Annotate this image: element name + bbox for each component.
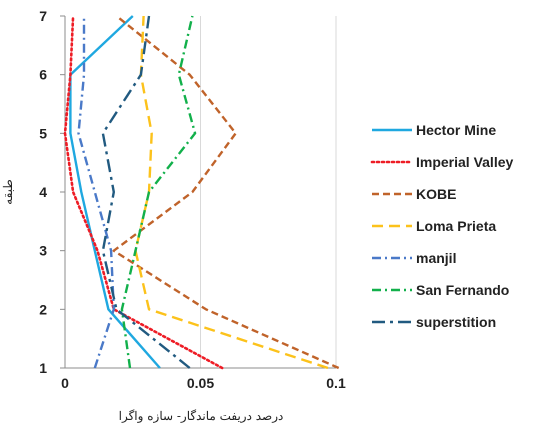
series-line-loma-prieta [134,15,329,370]
legend-label: manjil [416,250,456,266]
y-tick-label: 2 [39,301,47,317]
grid-lines [200,16,337,368]
series-line-manjil [77,16,116,369]
x-tick-label: 0.1 [326,375,346,391]
axes [60,15,336,369]
y-tick-label: 5 [39,125,47,141]
y-tick-label: 1 [39,360,47,376]
series-line-superstition [101,15,191,369]
x-tick-label: 0.05 [187,375,214,391]
x-tick-label: 0 [61,375,69,391]
legend-label: superstition [416,314,496,330]
series-line-san-fernando [120,15,197,369]
series-line-kobe [112,15,340,370]
legend-label: KOBE [416,186,456,202]
x-axis-title: درصد دریفت ماندگار- سازه واگرا [119,409,284,423]
legend-label: Loma Prieta [416,218,496,234]
y-tick-label: 3 [39,243,47,259]
series-lines [63,14,340,370]
legend-label: Hector Mine [416,122,496,138]
legend-label: Imperial Valley [416,154,513,170]
y-axis-title: طبقه [1,179,15,205]
series-line-imperial-valley [63,14,224,370]
legend-label: San Fernando [416,282,509,298]
tick-labels: 0 0.05 0.1 1 2 3 4 5 6 7 [39,8,346,391]
y-tick-label: 7 [39,8,47,24]
y-tick-label: 4 [39,184,47,200]
legend: Hector Mine Imperial Valley KOBE Loma Priet… [370,122,513,330]
y-tick-label: 6 [39,67,47,83]
